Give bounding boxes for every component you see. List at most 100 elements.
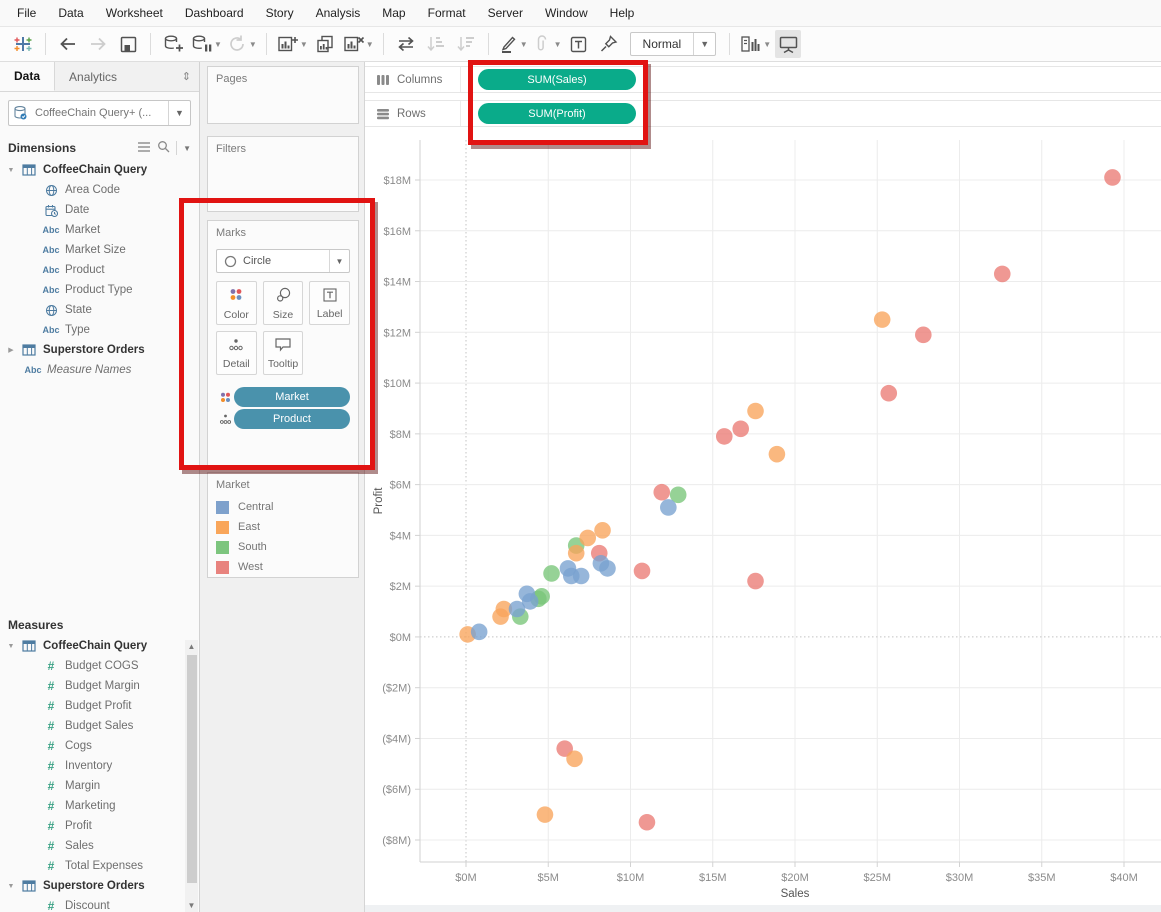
dimension-product[interactable]: Abc Product: [0, 260, 199, 280]
mark-circle-central[interactable]: [470, 623, 488, 641]
show-mark-labels-icon[interactable]: [566, 30, 592, 58]
menu-item-file[interactable]: File: [17, 6, 37, 20]
highlight-icon[interactable]: ▼: [498, 30, 528, 58]
mark-circle-west[interactable]: [638, 813, 656, 831]
save-icon[interactable]: [115, 30, 141, 58]
undo-icon[interactable]: [55, 30, 81, 58]
dimension-market[interactable]: Abc Market: [0, 220, 199, 240]
mark-circle-east[interactable]: [536, 806, 554, 823]
mark-circle-south[interactable]: [543, 565, 560, 582]
dimension-coffeechain-query[interactable]: ▼ CoffeeChain Query: [0, 160, 199, 180]
menu-item-server[interactable]: Server: [487, 6, 523, 20]
dimension-superstore-orders[interactable]: ▶ Superstore Orders: [0, 340, 199, 360]
measure-budget-profit[interactable]: # Budget Profit: [0, 696, 199, 716]
menu-item-data[interactable]: Data: [58, 6, 84, 20]
measure-profit[interactable]: # Profit: [0, 816, 199, 836]
datasource-caret-icon[interactable]: ▼: [168, 101, 190, 125]
mark-circle-central[interactable]: [508, 600, 526, 618]
measure-budget-sales[interactable]: # Budget Sales: [0, 716, 199, 736]
legend-item-west[interactable]: West: [208, 557, 358, 577]
label-button[interactable]: Label: [309, 281, 350, 325]
mark-circle-central[interactable]: [521, 593, 539, 610]
mark-circle-east[interactable]: [495, 600, 513, 618]
measure-discount[interactable]: # Discount: [0, 896, 199, 912]
dimension-product-type[interactable]: Abc Product Type: [0, 280, 199, 300]
add-datasource-icon[interactable]: [160, 30, 186, 58]
pane-swap-icon[interactable]: ⇕: [181, 71, 191, 83]
mark-circle-central[interactable]: [660, 499, 677, 516]
pause-updates-icon[interactable]: ▼: [190, 30, 222, 58]
new-worksheet-icon[interactable]: ▼: [276, 30, 308, 58]
menu-item-window[interactable]: Window: [544, 6, 588, 20]
fit-mode-caret-icon[interactable]: ▼: [693, 33, 715, 55]
measure-margin[interactable]: # Margin: [0, 776, 199, 796]
mark-circle-west[interactable]: [880, 384, 898, 402]
menu-item-help[interactable]: Help: [609, 6, 635, 20]
pill-sum-sales-[interactable]: SUM(Sales): [478, 69, 636, 90]
mark-type-caret-icon[interactable]: ▼: [329, 250, 349, 272]
clear-sheet-icon[interactable]: ▼: [342, 30, 374, 58]
mark-circle-east[interactable]: [567, 544, 585, 562]
menu-item-worksheet[interactable]: Worksheet: [105, 6, 163, 20]
legend-item-central[interactable]: Central: [208, 497, 358, 517]
mark-circle-west[interactable]: [747, 572, 764, 590]
tableau-logo-icon[interactable]: [10, 30, 36, 58]
pages-card[interactable]: Pages: [207, 66, 359, 124]
expand-chevron-icon[interactable]: ▶: [8, 347, 14, 354]
presentation-mode-icon[interactable]: [775, 30, 802, 58]
mark-circle-west[interactable]: [633, 562, 651, 580]
tooltip-button[interactable]: Tooltip: [262, 331, 304, 375]
size-button[interactable]: Size: [262, 281, 304, 325]
mark-circle-west[interactable]: [653, 483, 671, 501]
detail-button[interactable]: Detail: [216, 331, 257, 375]
mark-circle-east[interactable]: [768, 445, 786, 463]
scroll-thumb[interactable]: [186, 655, 197, 883]
mark-circle-west[interactable]: [993, 265, 1011, 283]
pill-sum-profit-[interactable]: SUM(Profit): [478, 103, 636, 124]
columns-shelf[interactable]: Columns SUM(Sales): [365, 66, 1161, 93]
dimension-measure-names[interactable]: Abc Measure Names: [0, 360, 199, 380]
legend-item-south[interactable]: South: [208, 537, 358, 557]
tab-data[interactable]: Data: [0, 62, 56, 91]
expand-chevron-icon[interactable]: ▼: [7, 882, 15, 890]
view-list-icon[interactable]: [137, 141, 151, 156]
mark-circle-east[interactable]: [579, 529, 597, 547]
fit-mode-select[interactable]: Normal ▼: [629, 32, 717, 56]
duplicate-sheet-icon[interactable]: [312, 30, 338, 58]
expand-chevron-icon[interactable]: ▼: [7, 166, 15, 174]
mark-circle-east[interactable]: [747, 402, 764, 420]
marks-pill-market[interactable]: Market: [234, 387, 350, 407]
expand-chevron-icon[interactable]: ▼: [7, 642, 15, 650]
measure-marketing[interactable]: # Marketing: [0, 796, 199, 816]
mark-circle-south[interactable]: [669, 486, 687, 504]
mark-circle-west[interactable]: [732, 420, 750, 438]
mark-circle-east[interactable]: [873, 311, 891, 328]
tab-analytics[interactable]: Analytics: [69, 69, 118, 84]
mark-circle-east[interactable]: [566, 750, 583, 768]
mark-type-dropdown[interactable]: Circle ▼: [216, 249, 350, 273]
mark-circle-west[interactable]: [915, 326, 932, 344]
color-button[interactable]: Color: [216, 281, 257, 325]
x-axis-title[interactable]: Sales: [781, 888, 810, 900]
datasource-selector[interactable]: CoffeeChain Query+ (... ▼: [8, 100, 191, 126]
measures-scrollbar[interactable]: ▲ ▼: [185, 640, 198, 912]
measure-budget-margin[interactable]: # Budget Margin: [0, 676, 199, 696]
color-shelf-icon[interactable]: [216, 391, 234, 404]
scroll-down-icon[interactable]: ▼: [187, 901, 196, 910]
measure-superstore-orders[interactable]: ▼ Superstore Orders: [0, 876, 199, 896]
mark-circle-west[interactable]: [715, 428, 733, 445]
mark-circle-west[interactable]: [1104, 169, 1121, 186]
menu-item-dashboard[interactable]: Dashboard: [184, 6, 244, 20]
measure-total-expenses[interactable]: # Total Expenses: [0, 856, 199, 876]
mark-circle-central[interactable]: [572, 567, 590, 585]
marks-pill-product[interactable]: Product: [234, 409, 350, 429]
measure-coffeechain-query[interactable]: ▼ CoffeeChain Query: [0, 636, 199, 656]
menu-item-format[interactable]: Format: [427, 6, 466, 20]
mark-circle-east[interactable]: [594, 522, 611, 539]
dimension-type[interactable]: Abc Type: [0, 320, 199, 340]
dimensions-menu-caret-icon[interactable]: ▼: [183, 143, 191, 153]
dimension-market-size[interactable]: Abc Market Size: [0, 240, 199, 260]
menu-item-map[interactable]: Map: [382, 6, 406, 20]
filters-card[interactable]: Filters: [207, 136, 359, 212]
mark-circle-central[interactable]: [599, 560, 616, 577]
